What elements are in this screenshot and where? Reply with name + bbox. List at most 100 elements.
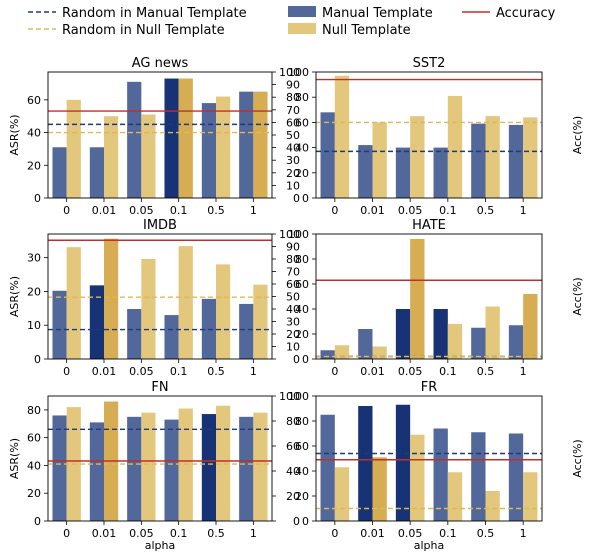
bar-null-0.05 — [141, 412, 156, 521]
bar-null-0.05 — [141, 259, 156, 359]
y-tick-label: 80 — [295, 91, 309, 104]
y-tick-label: 60 — [27, 432, 41, 445]
bar-null-0.01 — [372, 122, 387, 198]
bar-null-0 — [334, 467, 350, 521]
y-axis-label: ASR(%) — [8, 276, 21, 317]
bar-manual-0 — [52, 147, 67, 198]
bar-null-0 — [66, 247, 81, 359]
bar-null-0.1 — [447, 472, 463, 521]
x-tick-label: 1 — [520, 527, 527, 540]
bar-null-1 — [523, 294, 538, 359]
y2-tick-label: 50 — [286, 129, 300, 142]
y-tick-label: 30 — [27, 252, 41, 265]
x-axis-label: alpha — [145, 539, 176, 552]
y-tick-label: 0 — [302, 515, 309, 528]
y2-axis-label: Acc(%) — [571, 277, 584, 315]
legend: Random in Manual Template Random in Null … — [28, 6, 556, 38]
plot-frame — [315, 233, 543, 360]
legend-item-random-in-null-template: Random in Null Template — [28, 23, 225, 38]
y2-tick-label: 100 — [279, 66, 300, 79]
y2-tick-label: 100 — [279, 228, 300, 241]
y2-tick-label: 70 — [286, 104, 300, 117]
y-tick-label: 0 — [34, 192, 41, 205]
y2-tick-label: 40 — [286, 303, 300, 316]
y2-tick-label: 0 — [293, 515, 300, 528]
x-tick-label: 0.01 — [92, 365, 117, 378]
y-tick-label: 0 — [302, 192, 309, 205]
bar-null-0 — [66, 99, 81, 198]
bar-null-0 — [334, 75, 350, 198]
y-tick-label: 100 — [288, 66, 309, 79]
x-tick-label: 0.05 — [398, 527, 423, 540]
y2-axis-label: Acc(%) — [571, 116, 584, 154]
bar-null-1 — [253, 91, 268, 198]
y-axis-label: ASR(%) — [8, 438, 21, 479]
bar-manual-0.1 — [164, 315, 179, 359]
y-tick-label: 10 — [27, 319, 41, 332]
bar-manual-0 — [320, 350, 335, 359]
bar-manual-1 — [239, 91, 254, 198]
legend-label: Manual Template — [322, 6, 433, 21]
bar-null-0.05 — [410, 434, 425, 521]
y2-tick-label: 40 — [286, 465, 300, 478]
y2-tick-label: 60 — [286, 278, 300, 291]
y-tick-label: 20 — [295, 490, 309, 503]
bar-manual-0 — [52, 290, 67, 359]
x-tick-label: 0 — [63, 204, 70, 217]
bar-manual-0.5 — [471, 123, 486, 198]
y2-tick-label: 80 — [286, 91, 300, 104]
y2-tick-label: 80 — [286, 415, 300, 428]
bar-manual-0.1 — [164, 419, 179, 521]
x-tick-label: 0.1 — [439, 204, 457, 217]
bar-manual-1 — [239, 416, 254, 521]
bar-manual-0.5 — [471, 327, 486, 359]
y-tick-label: 20 — [27, 159, 41, 172]
x-tick-label: 1 — [520, 204, 527, 217]
x-tick-label: 1 — [250, 204, 257, 217]
bar-manual-1 — [239, 303, 254, 359]
y-tick-label: 40 — [27, 127, 41, 140]
x-tick-label: 0.1 — [170, 204, 188, 217]
x-tick-label: 0.5 — [207, 527, 225, 540]
y-tick-label: 60 — [295, 116, 309, 129]
plot-frame — [47, 395, 273, 522]
bar-null-0.1 — [178, 246, 193, 359]
x-tick-label: 0.1 — [170, 365, 188, 378]
y-tick-label: 80 — [295, 253, 309, 266]
y-tick-label: 0 — [34, 515, 41, 528]
x-tick-label: 0.01 — [360, 204, 385, 217]
panel-title: SST2 — [413, 56, 446, 71]
bar-manual-0.01 — [358, 145, 373, 198]
bar-null-0.01 — [372, 457, 387, 521]
y2-tick-label: 90 — [286, 241, 300, 254]
plot-frame — [315, 395, 543, 522]
bar-null-1 — [253, 412, 268, 521]
plot-frame — [47, 71, 273, 199]
y2-tick-label: 10 — [286, 341, 300, 354]
y2-tick-label: 20 — [286, 167, 300, 180]
bar-manual-0.1 — [433, 428, 448, 521]
legend-item-random-in-manual-template: Random in Manual Template — [28, 6, 247, 21]
x-tick-label: 1 — [520, 365, 527, 378]
x-tick-label: 0.05 — [398, 204, 423, 217]
y-axis-label: ASR(%) — [8, 114, 21, 155]
y-tick-label: 40 — [27, 459, 41, 472]
bar-null-1 — [253, 284, 268, 359]
panel-title: IMDB — [143, 218, 177, 233]
y2-tick-label: 100 — [279, 390, 300, 403]
x-tick-label: 0.5 — [477, 527, 495, 540]
x-tick-label: 0 — [331, 527, 338, 540]
y2-axis-label: Acc(%) — [571, 439, 584, 477]
y-tick-label: 20 — [27, 285, 41, 298]
bar-manual-0.05 — [395, 404, 411, 521]
bar-null-0.5 — [216, 405, 231, 521]
panel-fr: FR0 0.01 0.05 0.1 0.5 1020406080100Acc(%)alph… — [288, 380, 584, 552]
bar-manual-0 — [52, 415, 67, 521]
bar-null-0.1 — [447, 324, 463, 359]
y-tick-label: 20 — [295, 328, 309, 341]
y-tick-label: 40 — [295, 142, 309, 155]
